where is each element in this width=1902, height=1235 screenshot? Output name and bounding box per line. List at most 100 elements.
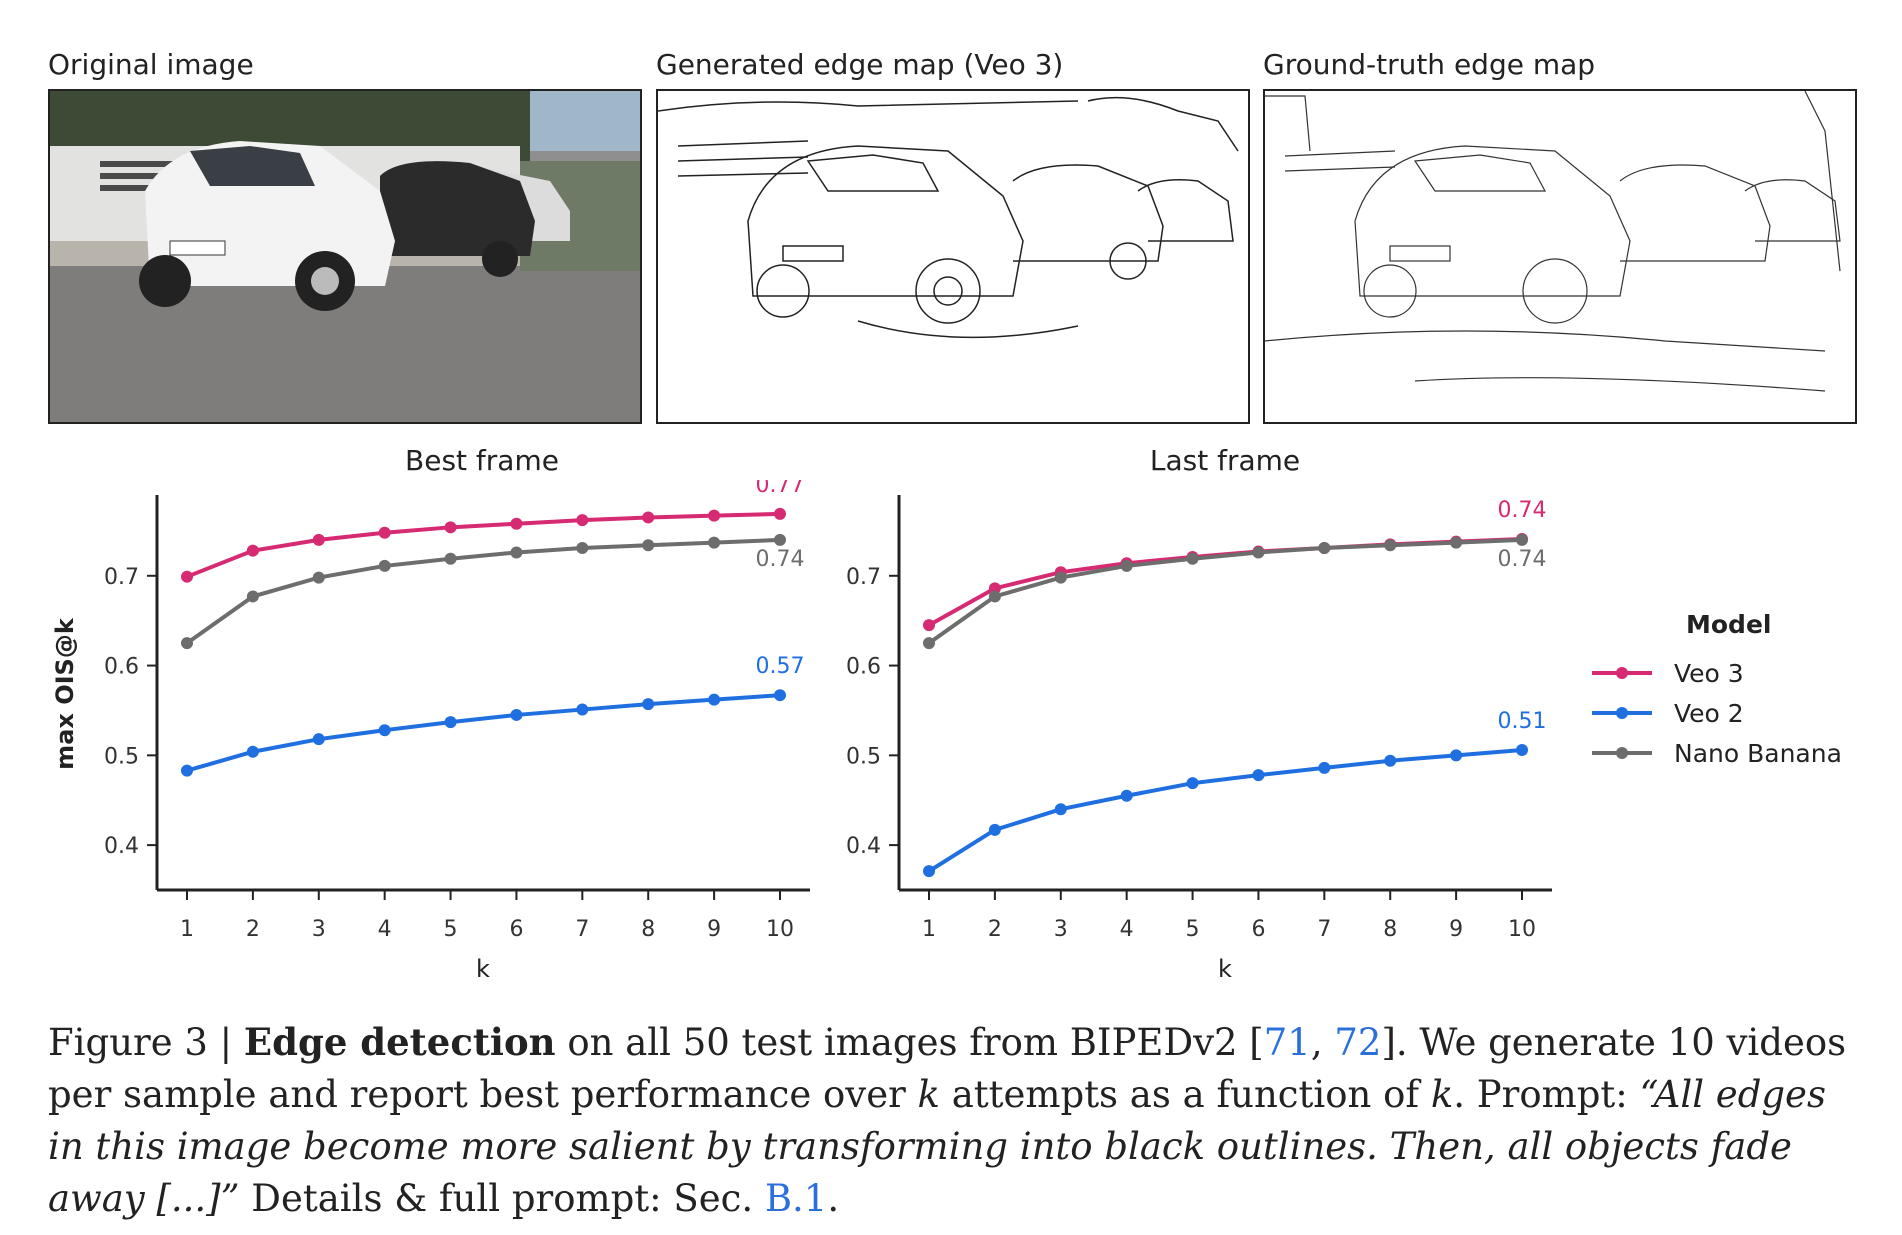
y-tick-label: 0.5 <box>104 744 139 769</box>
x-axis-label-last-frame: k <box>1218 955 1232 983</box>
x-tick-label: 6 <box>1251 917 1265 942</box>
data-point-nano-banana <box>1384 539 1397 552</box>
x-tick-label: 7 <box>575 917 589 942</box>
legend-title: Model <box>1686 610 1772 639</box>
legend: Model Veo 3 Veo 2 Nano Banana <box>1590 610 1890 773</box>
data-point-veo-3 <box>181 570 193 583</box>
caption-text2: ]. We generate 10 videos per sample and … <box>48 1021 1847 1116</box>
data-point-nano-banana <box>1318 541 1331 554</box>
caption-text3: attempts as a function of <box>939 1073 1431 1116</box>
data-point-veo-2 <box>246 745 259 758</box>
y-tick-label: 0.4 <box>104 834 139 859</box>
data-point-veo-3 <box>246 544 259 557</box>
data-point-veo-2 <box>1252 769 1265 782</box>
chart-title-last-frame: Last frame <box>1149 444 1301 477</box>
data-point-veo-2 <box>1450 749 1463 762</box>
end-label-veo-3: 0.77 <box>756 480 805 498</box>
data-point-veo-2 <box>1186 777 1199 790</box>
x-tick-label: 5 <box>1186 917 1200 942</box>
data-point-veo-2 <box>510 708 523 721</box>
data-point-nano-banana <box>181 637 193 650</box>
end-label-nano-banana: 0.74 <box>1498 547 1547 572</box>
caption-ref-72[interactable]: 72 <box>1334 1021 1382 1064</box>
legend-label-nano-banana: Nano Banana <box>1674 738 1842 768</box>
legend-item-veo3: Veo 3 <box>1590 653 1890 693</box>
x-tick-label: 6 <box>509 917 523 942</box>
data-point-nano-banana <box>246 590 259 603</box>
ground-truth-edge-map-title: Ground-truth edge map <box>1263 48 1596 81</box>
x-tick-label: 1 <box>180 917 194 942</box>
legend-label-veo3: Veo 3 <box>1674 658 1744 688</box>
data-point-veo-2 <box>181 764 193 777</box>
data-point-veo-3 <box>378 526 391 539</box>
legend-marker-nano-banana <box>1592 747 1652 759</box>
data-point-veo-3 <box>312 533 325 546</box>
data-point-veo-2 <box>378 724 391 737</box>
x-tick-label: 2 <box>246 917 260 942</box>
x-tick-label: 4 <box>378 917 392 942</box>
caption-ref-71[interactable]: 71 <box>1263 1021 1311 1064</box>
data-point-veo-2 <box>444 716 457 729</box>
caption-text6: . <box>827 1177 840 1220</box>
legend-item-nano-banana: Nano Banana <box>1590 733 1890 773</box>
chart-best-frame: 0.4 0.5 0.6 0.7 1 2 3 4 5 6 7 8 9 10 0.77 0.74 0.57 <box>104 480 810 942</box>
y-tick-label: 0.7 <box>104 565 139 590</box>
data-point-veo-2 <box>312 733 325 746</box>
data-point-nano-banana <box>312 571 325 584</box>
caption-text5: Details & full prompt: Sec. <box>239 1177 765 1220</box>
data-point-veo-3 <box>774 507 786 520</box>
data-point-veo-2 <box>774 689 786 702</box>
legend-marker-veo3 <box>1592 667 1652 679</box>
ground-truth-edge-map <box>1263 89 1857 424</box>
caption-prefix: Figure 3 | <box>48 1021 244 1064</box>
x-tick-label: 9 <box>1449 917 1463 942</box>
data-point-nano-banana <box>774 533 786 546</box>
data-point-veo-2 <box>923 865 935 878</box>
series-line-veo-3 <box>928 536 1523 627</box>
data-point-veo-3 <box>576 514 589 527</box>
data-point-veo-3 <box>642 511 655 524</box>
x-tick-label: 8 <box>641 917 655 942</box>
x-axis-label-best-frame: k <box>476 955 490 983</box>
data-point-nano-banana <box>923 637 935 650</box>
x-tick-label: 5 <box>444 917 458 942</box>
data-point-veo-2 <box>708 693 721 706</box>
y-tick-label: 0.6 <box>104 655 139 680</box>
series-line-veo-3 <box>186 511 781 579</box>
data-point-veo-2 <box>1384 754 1397 767</box>
original-image-title: Original image <box>48 48 254 81</box>
caption-sep: , <box>1310 1021 1335 1064</box>
data-point-nano-banana <box>1252 546 1265 559</box>
x-tick-label: 4 <box>1120 917 1134 942</box>
data-point-nano-banana <box>642 539 655 552</box>
end-label-veo-3: 0.74 <box>1498 498 1547 523</box>
x-tick-label: 1 <box>922 917 936 942</box>
series-line-veo-2 <box>927 747 1523 873</box>
x-tick-label: 9 <box>707 917 721 942</box>
data-point-nano-banana <box>510 546 523 559</box>
data-point-nano-banana <box>1516 533 1528 546</box>
caption-k2: k <box>1430 1073 1454 1116</box>
chart-title-best-frame: Best frame <box>405 444 559 477</box>
end-label-nano-banana: 0.74 <box>756 547 805 572</box>
legend-label-veo2: Veo 2 <box>1674 698 1744 728</box>
chart-last-frame: 0.4 0.5 0.6 0.7 1 2 3 4 5 6 7 8 9 10 0.74 0.74 0.51 <box>846 495 1552 942</box>
legend-marker-veo2 <box>1592 707 1652 719</box>
data-point-veo-2 <box>988 823 1001 836</box>
legend-item-veo2: Veo 2 <box>1590 693 1890 733</box>
caption-k1: k <box>917 1073 940 1116</box>
y-tick-label: 0.6 <box>846 655 881 680</box>
data-point-nano-banana <box>444 552 457 565</box>
generated-edge-map <box>656 89 1250 424</box>
original-image <box>48 89 642 424</box>
x-tick-label: 7 <box>1317 917 1331 942</box>
data-point-veo-3 <box>510 517 523 530</box>
data-point-nano-banana <box>378 559 391 572</box>
data-point-veo-2 <box>576 703 589 716</box>
data-point-veo-2 <box>1054 803 1067 816</box>
caption-text1: on all 50 test images from BIPEDv2 [ <box>555 1021 1264 1064</box>
caption-ref-b1[interactable]: B.1 <box>764 1177 828 1220</box>
series-line-veo-2 <box>186 693 781 773</box>
x-tick-label: 3 <box>312 917 326 942</box>
series-line-nano-banana <box>927 537 1523 645</box>
